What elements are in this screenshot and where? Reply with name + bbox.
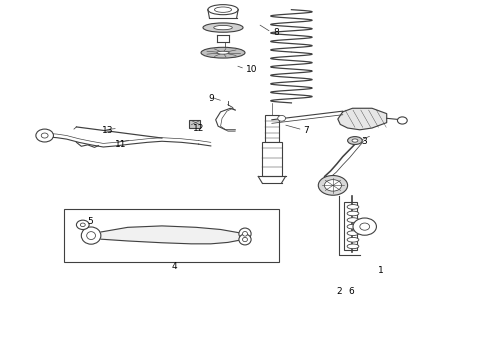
Circle shape [353,218,376,235]
Ellipse shape [81,227,101,244]
Ellipse shape [347,244,359,249]
Bar [189,121,200,129]
Ellipse shape [318,176,347,195]
Bar [64,209,279,262]
Ellipse shape [347,136,362,144]
Ellipse shape [347,238,359,242]
Ellipse shape [347,231,359,235]
Circle shape [36,129,53,142]
Ellipse shape [201,47,245,58]
Ellipse shape [347,204,359,209]
Ellipse shape [208,5,238,15]
Ellipse shape [324,180,342,191]
Text: 4: 4 [172,262,177,271]
Ellipse shape [203,23,243,32]
Text: 1: 1 [378,266,384,275]
Ellipse shape [347,218,359,222]
Bar [262,142,282,176]
Circle shape [76,220,89,229]
Ellipse shape [239,228,251,239]
Text: 5: 5 [88,217,94,226]
Text: 12: 12 [193,123,204,132]
Polygon shape [338,108,387,130]
Ellipse shape [352,139,358,142]
Ellipse shape [87,231,96,239]
Circle shape [41,133,48,138]
Text: 9: 9 [208,94,214,103]
Text: 8: 8 [273,28,279,37]
Text: 3: 3 [361,137,367,146]
Circle shape [397,117,407,124]
Text: 2: 2 [337,287,343,296]
Circle shape [360,223,369,230]
Ellipse shape [243,237,247,242]
Ellipse shape [217,51,229,54]
Text: 13: 13 [102,126,113,135]
Ellipse shape [214,26,232,30]
Text: 6: 6 [348,287,354,296]
Polygon shape [101,226,245,244]
Text: 10: 10 [246,65,257,74]
Ellipse shape [243,231,247,236]
Circle shape [80,223,85,226]
Ellipse shape [347,211,359,216]
Ellipse shape [239,234,251,245]
Ellipse shape [215,7,232,12]
Bar [344,202,357,250]
Ellipse shape [347,224,359,229]
Text: 7: 7 [304,126,309,135]
Text: 11: 11 [115,140,126,149]
Circle shape [278,116,286,121]
Bar [265,116,279,142]
